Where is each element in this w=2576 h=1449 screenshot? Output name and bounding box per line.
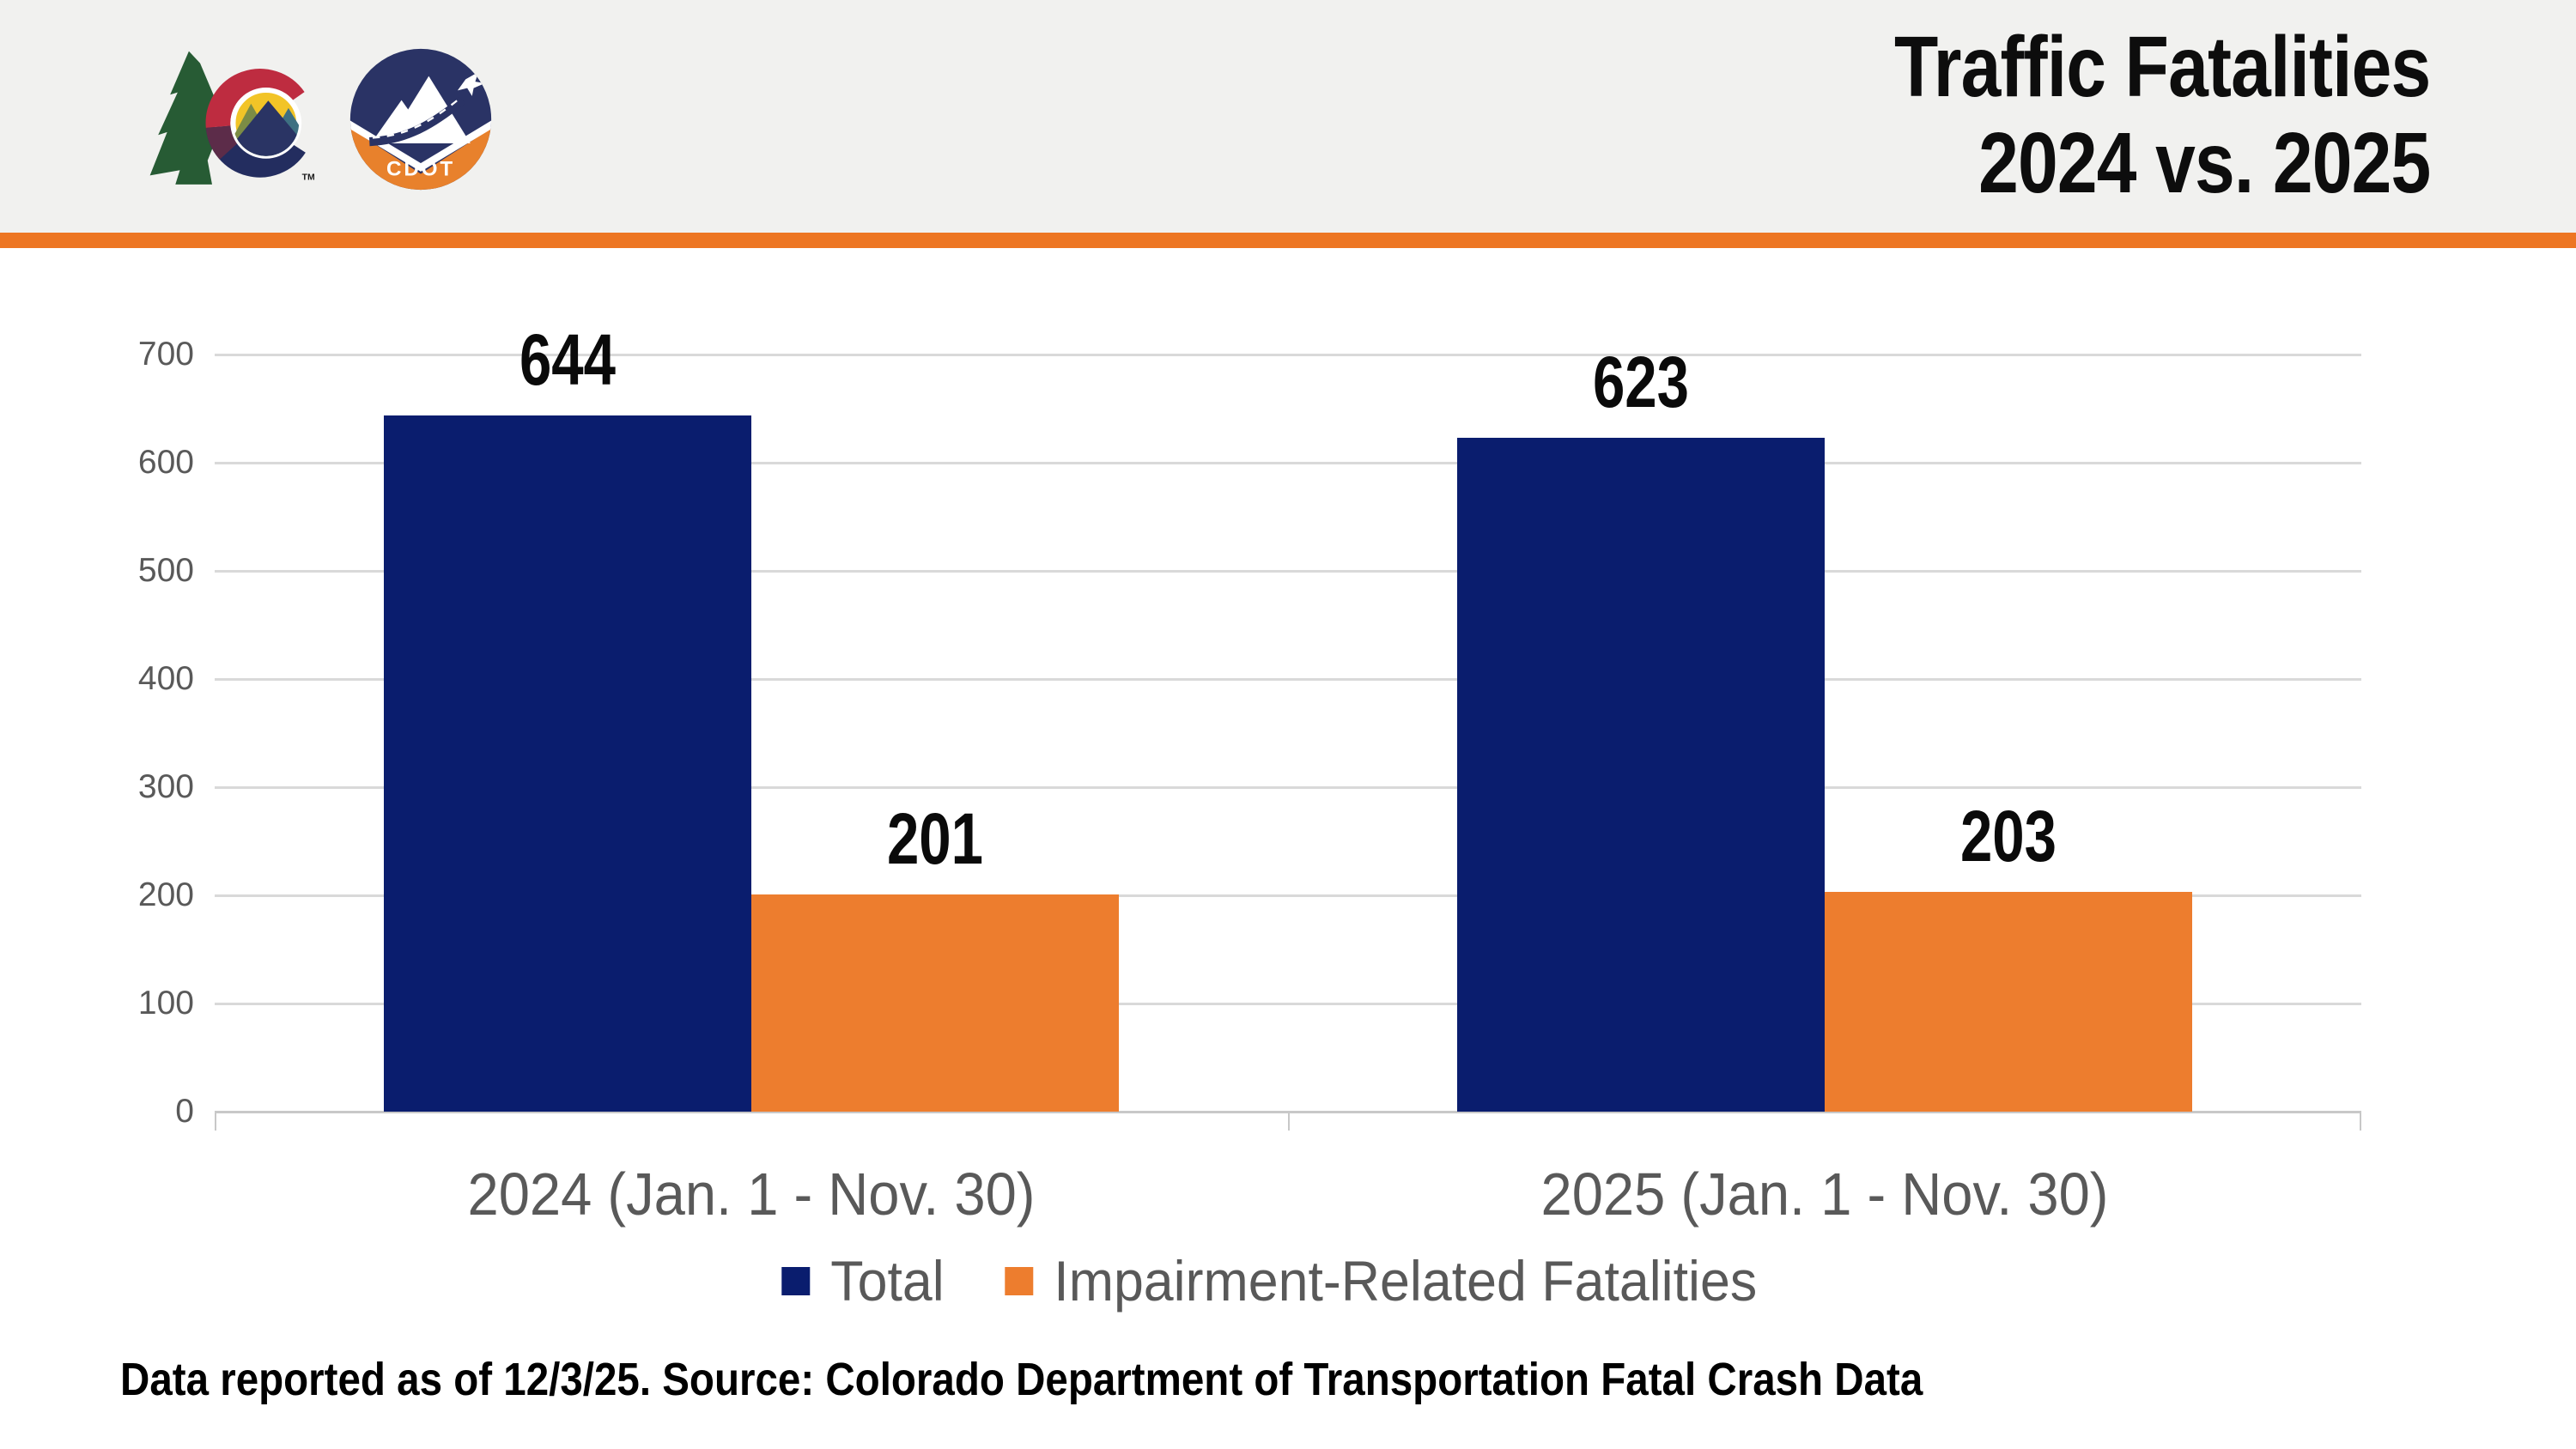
axis-tick [215, 1112, 216, 1131]
y-tick-label: 200 [137, 876, 194, 913]
gridline [215, 894, 2361, 897]
plot-area: 644 201 623 203 [215, 323, 2361, 1131]
y-tick-label: 700 [137, 336, 194, 373]
bar-total-2025 [1457, 438, 1825, 1112]
y-tick-label: 0 [175, 1093, 194, 1130]
chart-legend: Total Impairment-Related Fatalities [781, 1246, 1794, 1315]
legend-item-impairment-related-fatalities: Impairment-Related Fatalities [1005, 1246, 1795, 1315]
gridline [215, 677, 2361, 681]
cdot-orange-half [349, 127, 492, 191]
chevron-divider-icon [349, 118, 492, 172]
bar-impairment-related-fatalities-2024 [751, 894, 1119, 1112]
cdot-wordmark: CDOT [386, 157, 455, 180]
logo-group: TM CDOT [148, 45, 493, 194]
y-tick-label: 300 [137, 768, 194, 805]
plane-icon [457, 71, 485, 96]
gridline [215, 785, 2361, 789]
axis-tick [2360, 1112, 2361, 1131]
bar-total-2024 [384, 415, 751, 1112]
legend-marker-total [781, 1266, 811, 1295]
cdot-logo: CDOT [349, 48, 492, 191]
accent-divider [0, 233, 2576, 248]
y-tick-label: 600 [137, 444, 194, 481]
legend-label: Total [830, 1249, 945, 1313]
road-icon [368, 96, 465, 147]
pine-tree-icon [149, 51, 223, 185]
y-tick-label: 100 [137, 985, 194, 1022]
y-tick-label: 400 [137, 660, 194, 697]
gridline [215, 353, 2361, 356]
legend-label: Impairment-Related Fatalities [1054, 1249, 1758, 1313]
bar-impairment-related-fatalities-2025 [1825, 892, 2192, 1112]
y-tick-label: 500 [137, 552, 194, 589]
trademark-label: TM [302, 173, 315, 183]
bar-value-label: 623 [1592, 342, 1690, 423]
bar-value-label: 201 [886, 797, 984, 879]
gridline [215, 569, 2361, 573]
legend-item-total: Total [781, 1246, 950, 1315]
title-line-1: Traffic Fatalities [1893, 19, 2431, 115]
gridline [215, 461, 2361, 464]
bar-value-label: 644 [519, 318, 617, 400]
colorado-logo: TM [149, 51, 315, 185]
x-category-label: 2024 (Jan. 1 - Nov. 30) [467, 1161, 1036, 1228]
x-category-label: 2025 (Jan. 1 - Nov. 30) [1540, 1161, 2109, 1228]
source-note: Data reported as of 12/3/25. Source: Col… [120, 1354, 1923, 1405]
legend-marker-impairment-related-fatalities [1005, 1266, 1034, 1295]
title-line-2: 2024 vs. 2025 [1978, 115, 2431, 211]
gridline [215, 1002, 2361, 1005]
bar-value-label: 203 [1959, 796, 2057, 877]
axis-tick [1288, 1112, 1290, 1131]
slide-title: Traffic Fatalities 2024 vs. 2025 [1893, 19, 2431, 211]
colorado-c-icon [205, 69, 306, 178]
